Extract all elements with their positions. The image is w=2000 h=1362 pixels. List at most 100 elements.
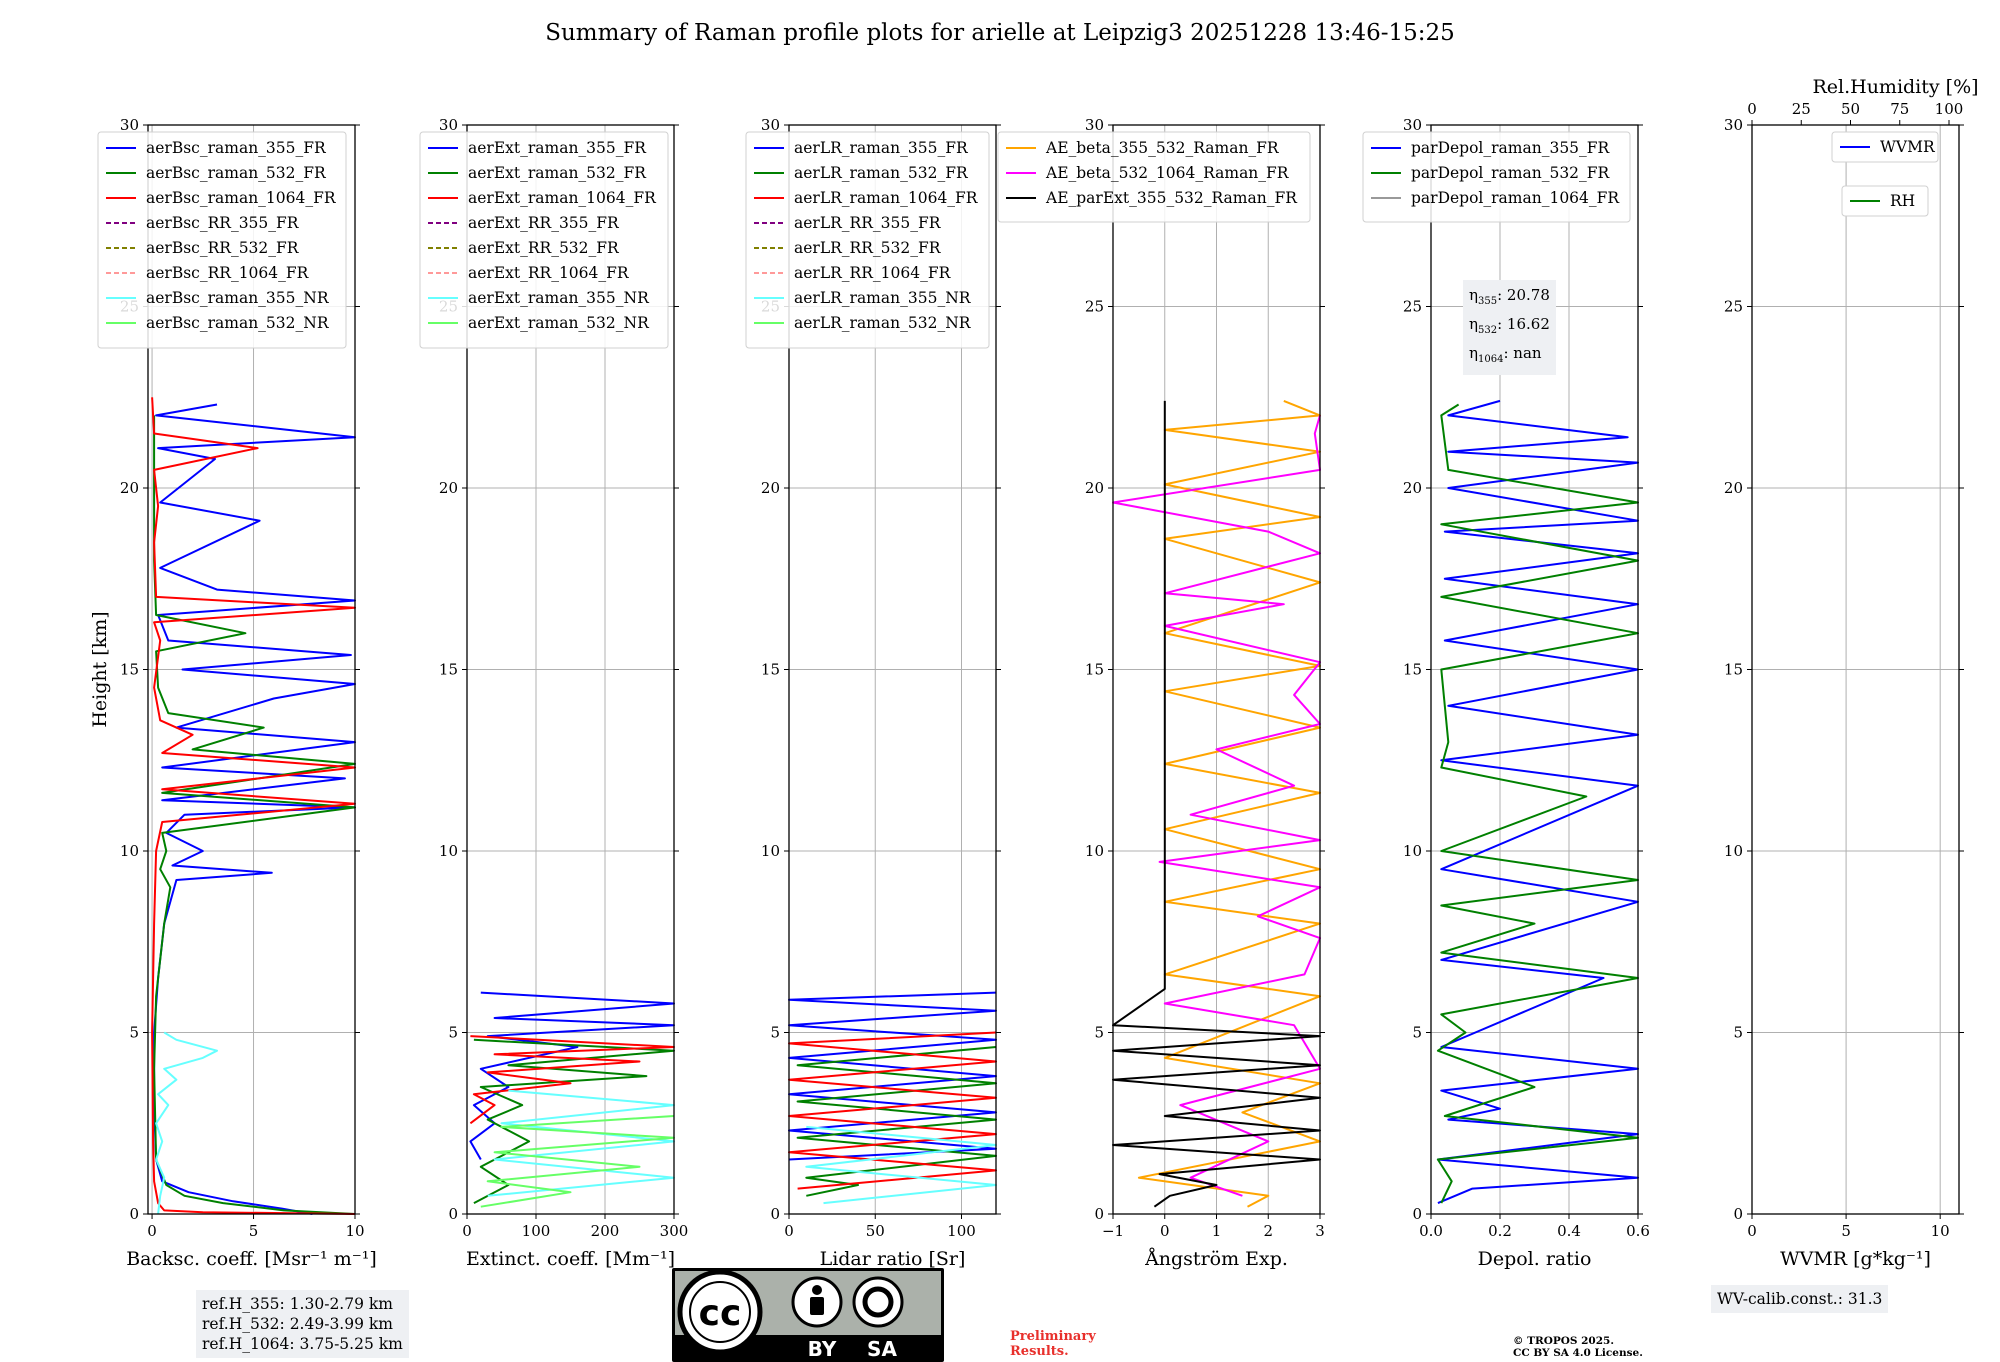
y-tick-label: 15 <box>1724 661 1743 679</box>
legend-label: aerLR_RR_1064_FR <box>794 264 952 282</box>
series-aerExt_raman_1064_FR <box>469 1035 675 1125</box>
legend-label: parDepol_raman_355_FR <box>1411 139 1611 157</box>
eta-355-value: 20.78 <box>1506 286 1550 304</box>
legend-label: aerLR_raman_532_FR <box>794 164 969 182</box>
y-tick-label: 5 <box>770 1024 780 1042</box>
y-tick-label: 5 <box>129 1024 139 1042</box>
top-x-tick-label: 25 <box>1792 100 1811 118</box>
wvmr-legends: WVMR RH <box>1831 131 1939 217</box>
x-tick-label: 2 <box>1263 1222 1273 1240</box>
y-tick-label: 20 <box>1085 479 1104 497</box>
y-tick-label: 5 <box>1094 1024 1104 1042</box>
x-tick-label: 50 <box>866 1222 885 1240</box>
series-aerLR_raman_1064_FR <box>788 1031 997 1190</box>
y-tick-label: 30 <box>1403 116 1422 134</box>
copyright-line-2: CC BY SA 4.0 License. <box>1513 1347 1643 1359</box>
preliminary-note: Preliminary Results. <box>1010 1329 1096 1359</box>
y-tick-label: 30 <box>439 116 458 134</box>
legend-frame <box>1841 185 1929 217</box>
legend-label: aerBsc_raman_355_FR <box>146 139 327 157</box>
preliminary-line-2: Results. <box>1010 1344 1069 1359</box>
legend-label: AE_parExt_355_532_Raman_FR <box>1045 189 1298 207</box>
legend-label: AE_beta_355_532_Raman_FR <box>1045 139 1280 157</box>
y-tick-label: 15 <box>439 661 458 679</box>
series-parDepol_raman_355_FR <box>1436 399 1639 1205</box>
series-aerLR_raman_355_FR <box>788 991 997 1161</box>
panel-lidar_ratio: 050100051015202530Lidar ratio [Sr]aerLR_… <box>745 116 1001 1270</box>
legend-frame <box>97 131 347 349</box>
ref-height-355: ref.H_355: 1.30-2.79 km <box>202 1295 393 1313</box>
legend-label: aerExt_RR_1064_FR <box>468 264 630 282</box>
panel-extinction: 0100200300051015202530Extinct. coeff. [M… <box>419 116 688 1270</box>
y-tick-label: 10 <box>120 842 139 860</box>
y-tick-label: 15 <box>120 661 139 679</box>
legend-label: aerBsc_RR_1064_FR <box>146 264 310 282</box>
y-tick-label: 30 <box>1724 116 1743 134</box>
y-axis-label: Height [km] <box>89 611 111 727</box>
legend-label: aerBsc_RR_355_FR <box>146 214 300 232</box>
y-tick-label: 15 <box>761 661 780 679</box>
series-aerExt_raman_532_NR <box>480 1115 675 1208</box>
x-tick-label: 0 <box>1160 1222 1170 1240</box>
legend-label: aerLR_RR_355_FR <box>794 214 942 232</box>
legend-label: aerBsc_raman_532_NR <box>146 314 330 332</box>
series-aerExt_raman_532_FR <box>473 1038 675 1204</box>
figure-title: Summary of Raman profile plots for ariel… <box>545 20 1455 46</box>
y-tick-label: 0 <box>448 1205 458 1223</box>
y-tick-label: 0 <box>129 1205 139 1223</box>
x-tick-label: 0 <box>784 1222 794 1240</box>
legend: aerBsc_raman_355_FR aerBsc_raman_532_FRae… <box>97 131 347 349</box>
cc-by-sa-badge: cc BY SA <box>672 1268 944 1362</box>
legend-frame <box>419 131 669 349</box>
x-tick-label: 10 <box>1931 1222 1950 1240</box>
y-tick-label: 25 <box>1403 298 1422 316</box>
y-tick-label: 5 <box>448 1024 458 1042</box>
reference-height-box: ref.H_355: 1.30-2.79 km ref.H_532: 2.49-… <box>196 1290 409 1358</box>
x-tick-label: 5 <box>1841 1222 1851 1240</box>
series-aerExt_raman_355_NR <box>487 1089 675 1197</box>
ref-height-532: ref.H_532: 2.49-3.99 km <box>202 1315 393 1333</box>
legend-label: parDepol_raman_532_FR <box>1411 164 1611 182</box>
x-tick-label: 200 <box>591 1222 620 1240</box>
x-axis-label: Ångström Exp. <box>1144 1248 1288 1270</box>
series-aerLR_raman_355_NR <box>805 1125 997 1205</box>
eta-355: η355: 20.78 <box>1469 286 1550 307</box>
legend-label: RH <box>1890 192 1915 210</box>
wv-calib-box: WV-calib.const.: 31.3 <box>1711 1285 1889 1313</box>
y-tick-label: 20 <box>120 479 139 497</box>
legend: AE_beta_355_532_Raman_FR AE_beta_532_1064… <box>997 131 1311 223</box>
panel-depol: 0.0 0.2 0.4 0.6 0 5 10 15 20 25 30 Depol. ratio parD… <box>1362 116 1650 1270</box>
series-aerBsc_raman_532_FR <box>153 415 356 1215</box>
sa-text: SA <box>867 1337 897 1361</box>
y-tick-label: 5 <box>1733 1024 1743 1042</box>
legend-label: aerLR_raman_355_NR <box>794 289 972 307</box>
x-axis-label: Lidar ratio [Sr] <box>820 1248 966 1270</box>
y-tick-label: 0 <box>770 1205 780 1223</box>
legend-frame <box>1831 131 1939 163</box>
y-tick-label: 25 <box>1085 298 1104 316</box>
x-tick-label: 0 <box>147 1222 157 1240</box>
series-aerLR_raman_532_FR <box>796 1046 997 1197</box>
eta-1064-value: nan <box>1513 344 1542 362</box>
x-tick-label: 100 <box>522 1222 551 1240</box>
legend-label: aerExt_raman_355_FR <box>468 139 647 157</box>
x-tick-label: 0 <box>1747 1222 1757 1240</box>
legend-label: aerBsc_raman_355_NR <box>146 289 330 307</box>
copyright-note: © TROPOS 2025. CC BY SA 4.0 License. <box>1513 1335 1643 1359</box>
y-tick-label: 10 <box>1403 842 1422 860</box>
y-tick-label: 25 <box>1724 298 1743 316</box>
ref-height-1064: ref.H_1064: 3.75-5.25 km <box>202 1335 403 1353</box>
x-axis-label: WVMR [g*kg⁻¹] <box>1780 1248 1931 1270</box>
legend-label: aerBsc_raman_532_FR <box>146 164 327 182</box>
eta-532-value: 16.62 <box>1506 315 1550 333</box>
x-tick-label: −1 <box>1102 1222 1124 1240</box>
series-AE_beta_532_1064_Raman_FR <box>1112 415 1321 1197</box>
x-tick-label: 0.4 <box>1557 1222 1581 1240</box>
legend-label: aerLR_raman_532_NR <box>794 314 972 332</box>
legend-label: aerLR_RR_532_FR <box>794 239 942 257</box>
preliminary-line-1: Preliminary <box>1010 1329 1096 1344</box>
legend-frame <box>1362 131 1631 223</box>
legend-label: aerExt_RR_355_FR <box>468 214 620 232</box>
